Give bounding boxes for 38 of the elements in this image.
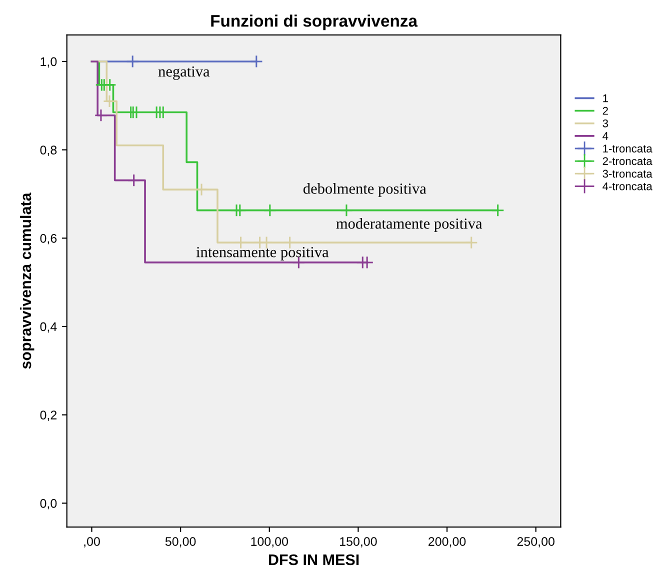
point <box>340 204 354 217</box>
chart-title: Funzioni di sopravvivenza <box>211 14 418 30</box>
point <box>94 108 108 122</box>
legend-label: 3-troncata <box>602 170 652 178</box>
annotation: intensamente positiva <box>196 247 329 260</box>
point <box>126 54 140 68</box>
x-tick-label: 150,00 <box>340 537 377 548</box>
annotation: moderatamente positiva <box>336 218 482 232</box>
point <box>250 54 263 68</box>
y-tick-label: 0,8 <box>40 146 57 156</box>
x-tick-label: 50,00 <box>165 537 196 548</box>
point <box>233 204 246 217</box>
annotation: debolmente positiva <box>303 183 426 197</box>
point <box>360 256 374 270</box>
point <box>103 78 116 92</box>
legend-label: 4-troncata <box>602 182 652 190</box>
x-tick-label: ,00 <box>84 537 100 548</box>
annotation: negativa <box>158 66 210 80</box>
legend-label: 4 <box>602 132 608 140</box>
y-tick-label: 0,2 <box>40 410 57 421</box>
point <box>127 174 140 187</box>
y-tick-label: 0,4 <box>40 322 57 333</box>
y-tick-label: 0,0 <box>40 498 57 510</box>
y-tick-label: 0,6 <box>40 234 57 244</box>
x-tick-label: 250,00 <box>517 537 554 548</box>
legend-label: 1 <box>603 94 608 102</box>
x-axis-title: DFS IN MESI <box>268 554 359 566</box>
point <box>194 183 208 196</box>
legend-label: 1-troncata <box>603 144 652 153</box>
x-tick-label: 100,00 <box>251 537 288 548</box>
x-tick-label: 200,00 <box>428 537 466 548</box>
y-axis-title: sopravvivenza cumulata <box>20 192 34 369</box>
legend-label: 2 <box>602 106 608 115</box>
point <box>263 204 276 217</box>
legend-label: 2-troncata <box>602 157 652 166</box>
legend-label: 3 <box>602 119 608 128</box>
point <box>491 204 504 217</box>
y-tick-label: 1,0 <box>40 57 57 68</box>
